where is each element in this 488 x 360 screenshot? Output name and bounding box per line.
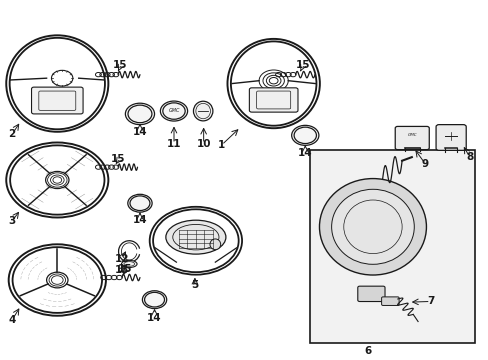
Circle shape <box>291 125 318 145</box>
Circle shape <box>127 194 152 212</box>
Text: 11: 11 <box>166 139 181 149</box>
FancyBboxPatch shape <box>249 88 297 112</box>
Circle shape <box>160 101 187 121</box>
Ellipse shape <box>121 260 137 267</box>
Text: 15: 15 <box>295 60 309 70</box>
FancyBboxPatch shape <box>394 126 428 150</box>
Ellipse shape <box>209 239 220 249</box>
Ellipse shape <box>165 220 225 254</box>
Text: 10: 10 <box>196 139 210 149</box>
Text: 14: 14 <box>147 312 162 323</box>
Text: 7: 7 <box>426 296 433 306</box>
Text: GMC: GMC <box>407 133 416 138</box>
Text: 3: 3 <box>8 216 16 226</box>
Text: 5: 5 <box>191 280 198 291</box>
Text: 9: 9 <box>421 159 428 169</box>
FancyBboxPatch shape <box>357 286 384 302</box>
Text: 4: 4 <box>8 315 16 325</box>
Text: 15: 15 <box>111 154 125 164</box>
Text: 14: 14 <box>297 148 312 158</box>
Text: 12: 12 <box>115 253 129 264</box>
Text: GMC: GMC <box>168 108 179 113</box>
Circle shape <box>125 103 154 125</box>
Text: 2: 2 <box>8 129 16 139</box>
Text: 1: 1 <box>218 140 225 150</box>
Text: 15: 15 <box>113 60 127 70</box>
Text: 13: 13 <box>115 265 129 275</box>
Text: 14: 14 <box>132 215 147 225</box>
Text: 6: 6 <box>364 346 371 356</box>
FancyBboxPatch shape <box>31 87 83 114</box>
FancyBboxPatch shape <box>435 125 465 150</box>
Text: 15: 15 <box>118 264 132 274</box>
Ellipse shape <box>193 101 212 121</box>
Circle shape <box>142 291 166 309</box>
Text: 14: 14 <box>132 127 147 137</box>
Ellipse shape <box>319 179 426 275</box>
FancyBboxPatch shape <box>381 297 398 305</box>
Ellipse shape <box>331 189 413 264</box>
Text: 8: 8 <box>465 152 472 162</box>
FancyBboxPatch shape <box>309 150 474 342</box>
